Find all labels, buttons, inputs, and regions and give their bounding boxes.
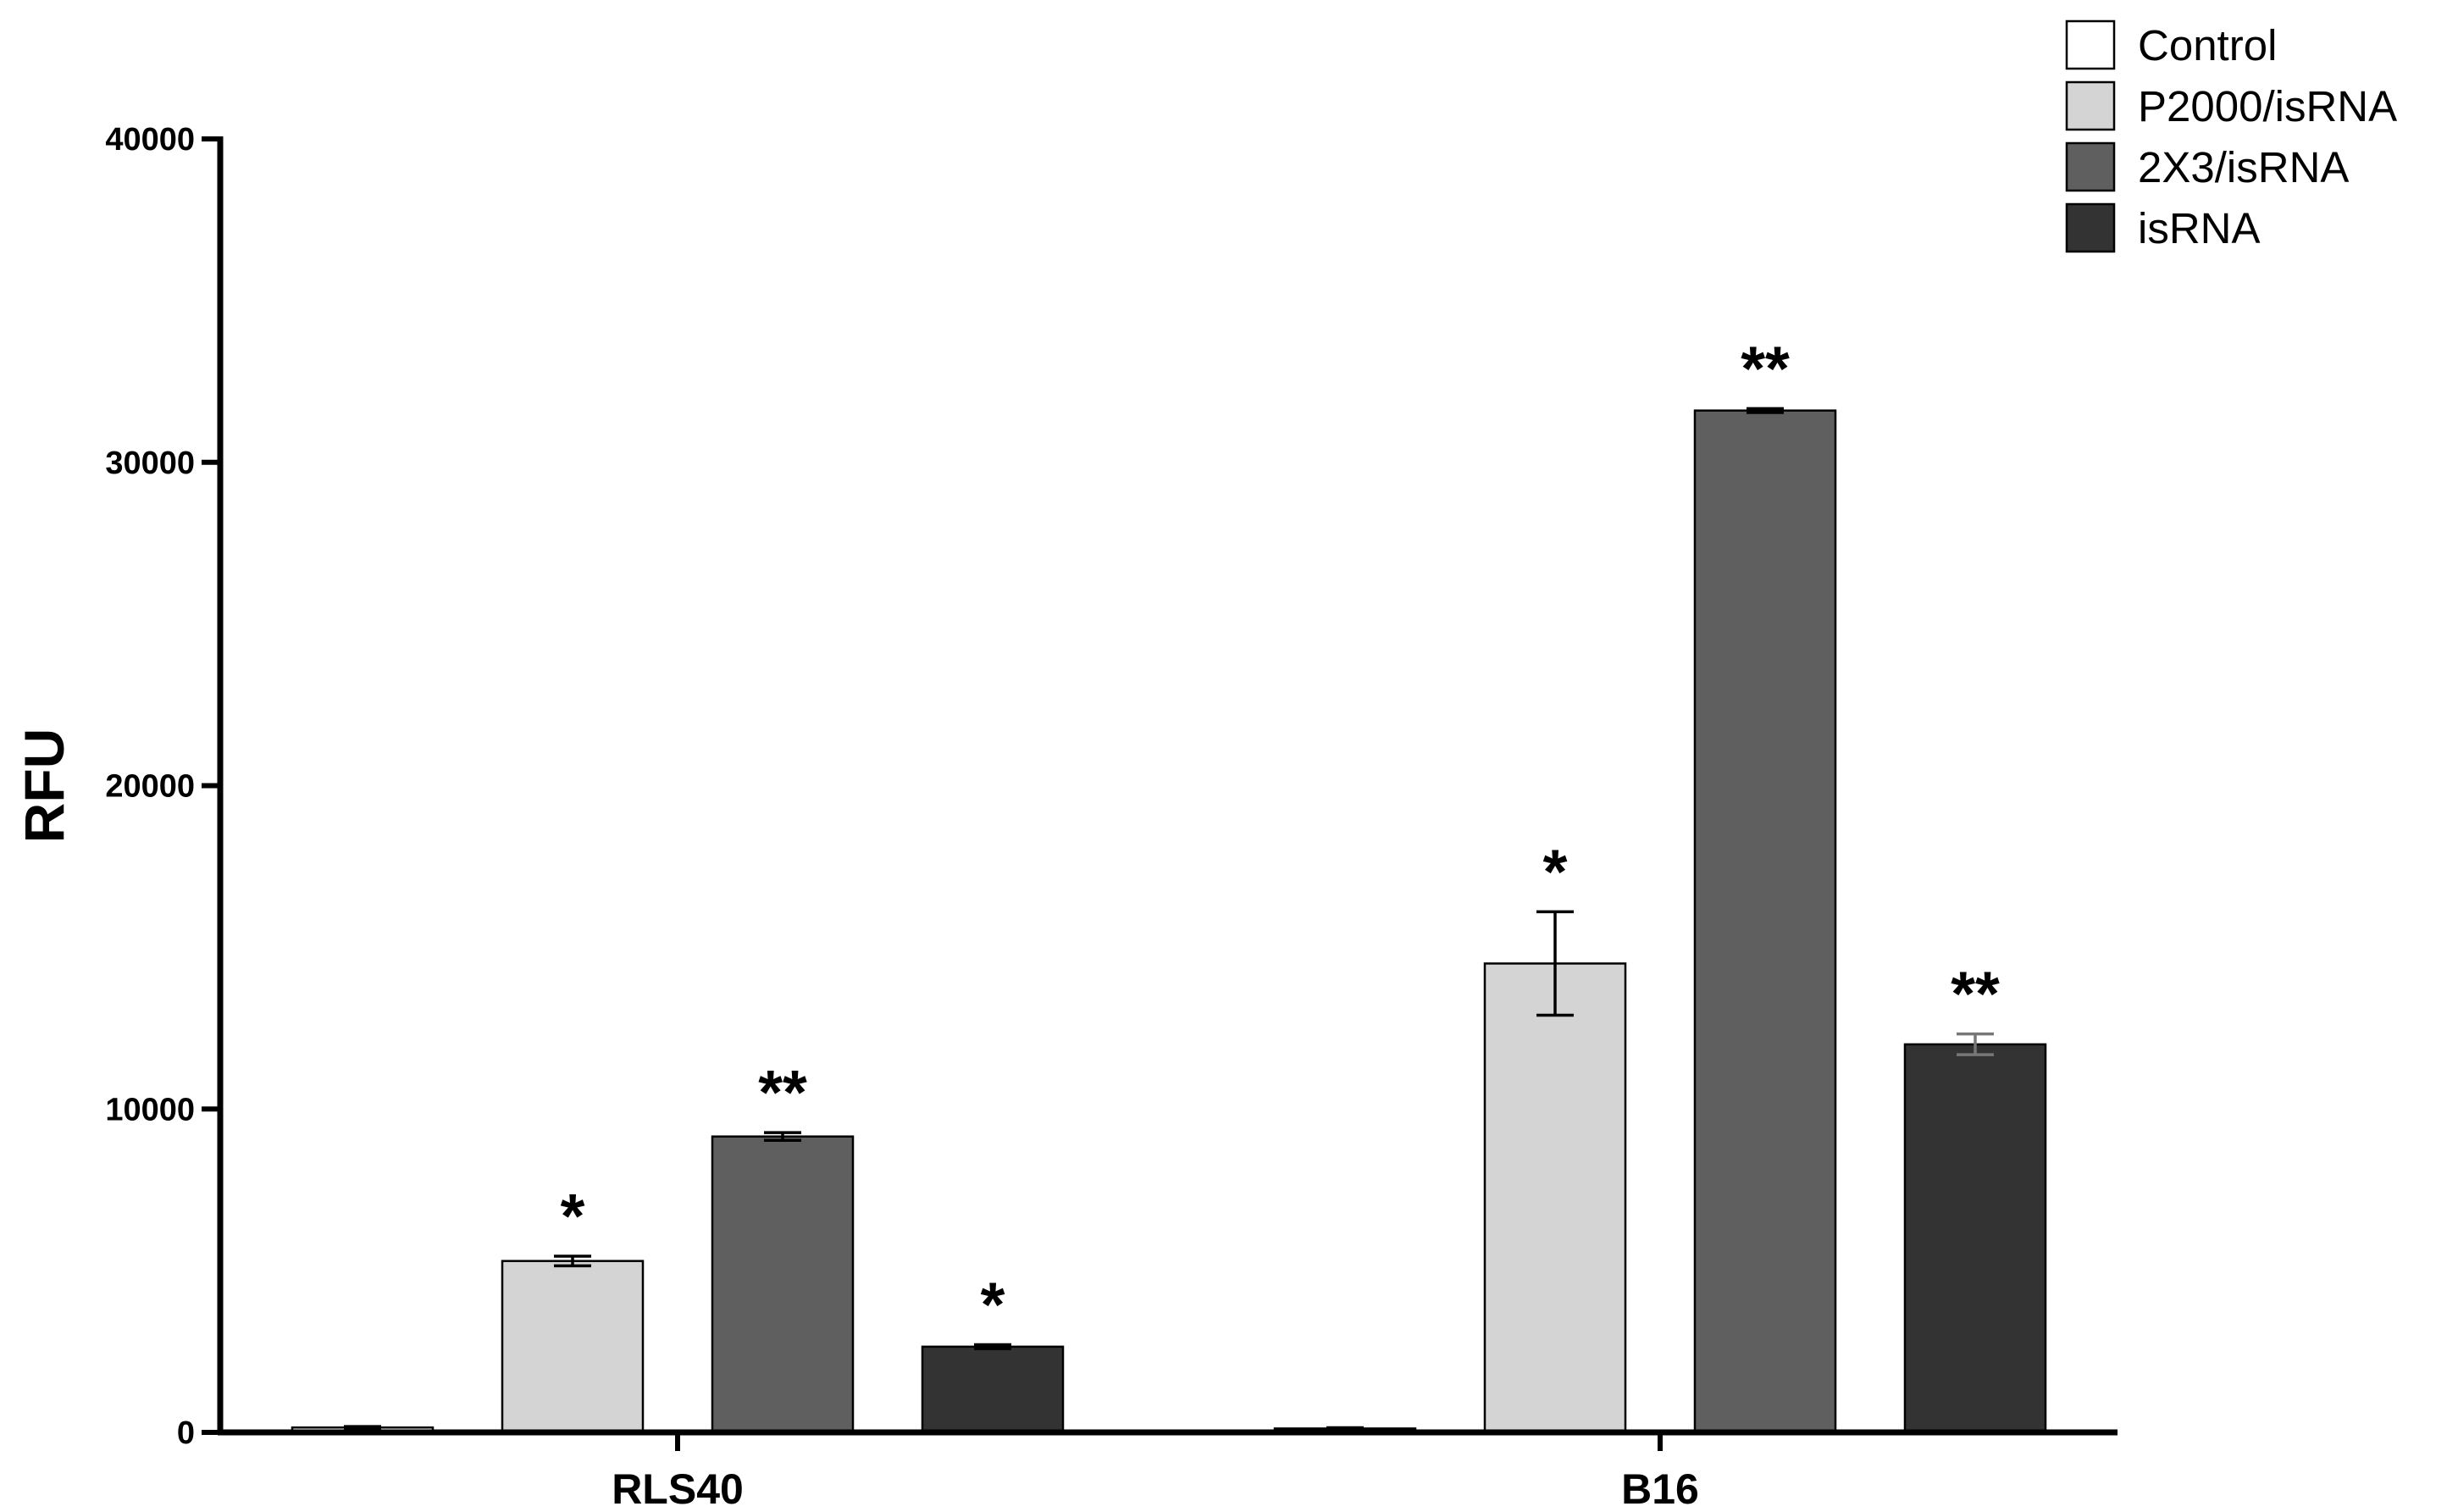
legend-label: isRNA [2138,204,2261,252]
y-tick-label: 40000 [105,122,195,158]
bar [921,1345,1065,1434]
error-bar [344,1425,381,1431]
significance-label: ** [1741,333,1790,403]
significance-label: ** [1951,959,2000,1029]
significance-label: * [561,1181,585,1251]
bar [711,1135,855,1434]
bar [1903,1043,2047,1434]
bar [501,1260,645,1434]
legend-label: P2000/isRNA [2138,82,2397,130]
significance-label: * [981,1270,1005,1340]
legend-item: 2X3/isRNA [2065,141,2349,192]
legend: Control P2000/isRNA 2X3/isRNA isRNA [2065,19,2397,253]
significance-label: ** [758,1057,807,1127]
legend-label: 2X3/isRNA [2138,143,2349,191]
error-bar [1326,1426,1364,1432]
error-bar [764,1131,801,1143]
legend-swatch [2065,141,2116,192]
error-bar [1536,910,1574,1017]
x-ticks: RLS40 B16 [612,1432,1699,1512]
significance-label: * [1543,836,1568,906]
x-category-label: B16 [1621,1465,1699,1512]
error-bar [1957,1032,1994,1056]
y-tick-label: 30000 [105,446,195,481]
legend-swatch [2065,80,2116,131]
legend-item: isRNA [2065,202,2261,253]
legend-item: P2000/isRNA [2065,80,2397,131]
bar [1693,409,1837,1434]
error-bar [1747,407,1784,414]
error-bar [554,1254,591,1268]
y-axis-title: RFU [13,728,75,844]
legend-label: Control [2138,21,2277,69]
legend-swatch [2065,19,2116,70]
y-tick-label: 0 [177,1415,195,1451]
y-tick-label: 20000 [105,769,195,805]
plot-area: ********* [291,333,2047,1434]
legend-item: Control [2065,19,2277,70]
y-ticks: 0 10000 20000 30000 40000 [105,122,220,1451]
error-bar [974,1343,1011,1350]
bar [1483,962,1627,1434]
y-tick-label: 10000 [105,1092,195,1127]
x-category-label: RLS40 [612,1465,744,1512]
legend-swatch [2065,202,2116,253]
